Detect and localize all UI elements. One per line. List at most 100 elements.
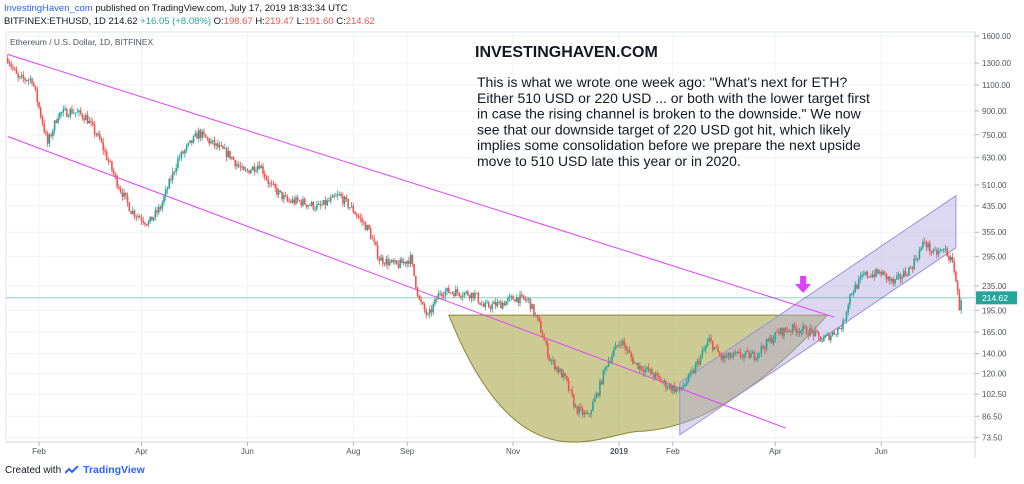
candle-body <box>512 296 514 300</box>
candle-body <box>826 333 829 336</box>
candle-body <box>111 161 113 171</box>
candle-body <box>585 412 587 414</box>
candle-body <box>411 255 414 264</box>
candle-body <box>514 299 516 302</box>
candle-body <box>151 216 153 221</box>
candle-body <box>562 373 565 378</box>
candle-body <box>305 204 308 207</box>
candle-body <box>692 370 695 373</box>
candle-body <box>680 387 683 389</box>
author-link[interactable]: InvestingHaven_com <box>4 3 93 14</box>
chart-header: InvestingHaven_com published on TradingV… <box>4 2 375 28</box>
candle-body <box>237 164 240 167</box>
candle-body <box>665 380 667 389</box>
candle-body <box>760 346 763 353</box>
candle-body <box>600 381 603 385</box>
candle-body <box>52 130 54 137</box>
candle-body <box>927 243 929 248</box>
candle-body <box>342 196 344 204</box>
candle-body <box>659 377 662 383</box>
candle-body <box>418 295 421 300</box>
candle-body <box>814 330 817 337</box>
candle-body <box>401 259 403 264</box>
candle-body <box>224 147 226 149</box>
candle-body <box>937 251 940 255</box>
candle-body <box>298 200 301 202</box>
candle-body <box>347 199 349 208</box>
candle-body <box>738 351 740 353</box>
candle-body <box>694 364 697 373</box>
candle-body <box>432 304 434 313</box>
candle-body <box>409 255 412 264</box>
close-label: C: <box>336 16 346 27</box>
candle-body <box>625 345 627 351</box>
candle-body <box>98 133 101 139</box>
candle-body <box>715 347 718 348</box>
candle-body <box>53 120 56 131</box>
candle-body <box>364 222 367 231</box>
candle-body <box>736 351 738 354</box>
candle-body <box>930 251 933 253</box>
candle-body <box>177 158 179 169</box>
candle-body <box>527 298 530 300</box>
candle-body <box>114 173 117 176</box>
candle-body <box>804 326 806 328</box>
candle-body <box>552 360 554 361</box>
candle-body <box>272 183 275 185</box>
candle-body <box>632 357 634 364</box>
candle-body <box>310 202 313 206</box>
x-tick-label: Jun <box>241 447 254 456</box>
candle-body <box>503 302 506 306</box>
candle-body <box>107 159 110 162</box>
x-tick-label: Apr <box>769 447 782 456</box>
candle-body <box>835 334 837 335</box>
candle-body <box>293 199 296 204</box>
close-value: 214.62 <box>345 16 375 27</box>
candle-body <box>192 136 195 143</box>
candle-body <box>673 385 676 393</box>
candle-body <box>413 263 415 276</box>
candle-body <box>491 304 494 309</box>
candle-body <box>406 260 408 264</box>
candle-body <box>404 261 407 264</box>
candle-body <box>876 269 879 274</box>
candle-body <box>850 294 853 295</box>
candle-body <box>652 374 655 378</box>
candle-body <box>131 210 134 214</box>
candle-body <box>944 248 947 250</box>
candle-body <box>60 112 63 114</box>
candle-body <box>934 249 936 251</box>
candle-body <box>482 304 485 307</box>
symbol-label: BITFINEX:ETHUSD, 1D <box>4 16 106 27</box>
candle-body <box>283 195 285 200</box>
candle-body <box>81 114 84 118</box>
candle-body <box>229 150 231 159</box>
candle-body <box>362 221 365 223</box>
candle-body <box>588 413 591 415</box>
candle-body <box>670 384 672 391</box>
candle-body <box>621 340 624 345</box>
candle-body <box>725 356 728 359</box>
price-chart[interactable]: Ethereum / U.S. Dollar, 1D, BITFINEX INVE… <box>0 30 1024 458</box>
chart-area[interactable]: Ethereum / U.S. Dollar, 1D, BITFINEX INVE… <box>0 30 1024 458</box>
candle-body <box>559 369 561 373</box>
candle-body <box>672 385 674 391</box>
candle-body <box>526 299 528 301</box>
x-tick-label: Nov <box>506 447 520 456</box>
candle-body <box>390 259 393 262</box>
candle-body <box>225 147 228 158</box>
candle-body <box>102 142 105 151</box>
candle-body <box>915 258 917 260</box>
candle-body <box>222 145 224 149</box>
y-tick-label: 750.00 <box>982 131 1007 140</box>
candle-body <box>248 170 250 174</box>
candle-body <box>210 141 212 144</box>
candle-body <box>538 317 540 322</box>
lower-trendline <box>7 136 786 429</box>
candle-body <box>564 373 566 377</box>
candle-body <box>123 192 125 197</box>
candle-body <box>932 249 935 253</box>
candle-body <box>705 346 707 350</box>
candle-body <box>296 197 299 201</box>
tradingview-brand[interactable]: TradingView <box>83 464 145 476</box>
